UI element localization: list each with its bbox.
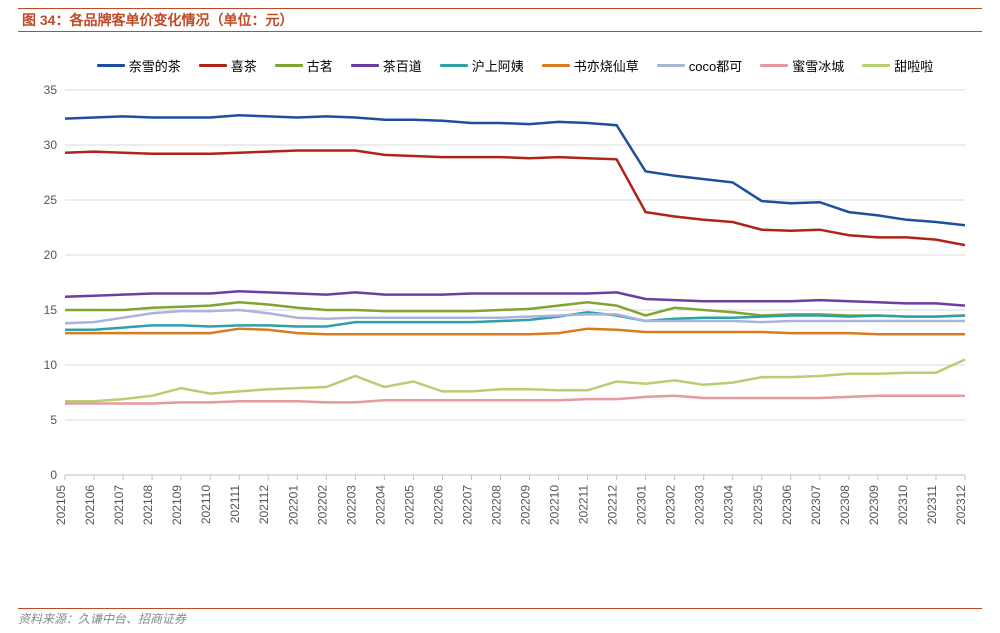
legend-item: 沪上阿姨 <box>440 56 524 75</box>
series-line <box>65 396 965 404</box>
svg-text:202107: 202107 <box>112 485 126 525</box>
legend-label: 沪上阿姨 <box>472 56 524 75</box>
source-text: 资料来源：久谦中台、招商证券 <box>18 610 186 627</box>
svg-text:202303: 202303 <box>693 485 707 525</box>
legend-item: 古茗 <box>275 56 333 75</box>
legend-swatch <box>542 64 570 67</box>
svg-text:202304: 202304 <box>722 485 736 525</box>
legend-item: coco都可 <box>657 56 742 75</box>
series-line <box>65 151 965 246</box>
legend-swatch <box>275 64 303 67</box>
svg-text:202202: 202202 <box>315 485 329 525</box>
svg-text:202201: 202201 <box>286 485 300 525</box>
legend-label: coco都可 <box>689 56 742 75</box>
series-line <box>65 329 965 335</box>
svg-text:202112: 202112 <box>257 485 271 524</box>
legend-swatch <box>440 64 468 67</box>
legend-swatch <box>862 64 890 67</box>
line-chart-svg: 0510152025303520210520210620210720210820… <box>55 85 975 545</box>
series-line <box>65 360 965 402</box>
svg-text:202204: 202204 <box>373 485 387 525</box>
legend: 奈雪的茶 喜茶 古茗 茶百道 沪上阿姨 书亦烧仙草 coco都可 蜜雪冰城 甜啦啦 <box>60 50 970 80</box>
legend-swatch <box>199 64 227 67</box>
svg-text:202308: 202308 <box>838 485 852 525</box>
series-line <box>65 302 965 316</box>
svg-text:202203: 202203 <box>344 485 358 525</box>
svg-text:202207: 202207 <box>460 485 474 525</box>
svg-text:202310: 202310 <box>896 485 910 525</box>
legend-label: 书亦烧仙草 <box>574 56 639 75</box>
svg-text:202206: 202206 <box>431 485 445 525</box>
svg-text:202110: 202110 <box>199 485 213 524</box>
legend-item: 甜啦啦 <box>862 56 933 75</box>
svg-text:202211: 202211 <box>577 485 591 524</box>
svg-text:202311: 202311 <box>925 485 939 524</box>
plot-area: 0510152025303520210520210620210720210820… <box>55 85 975 545</box>
svg-text:202302: 202302 <box>664 485 678 525</box>
legend-item: 书亦烧仙草 <box>542 56 639 75</box>
figure-container: 图 34：各品牌客单价变化情况（单位：元） 奈雪的茶 喜茶 古茗 茶百道 沪上阿姨 书亦烧… <box>0 0 1000 633</box>
legend-label: 奈雪的茶 <box>129 56 181 75</box>
svg-text:202301: 202301 <box>635 485 649 525</box>
svg-text:202210: 202210 <box>548 485 562 525</box>
legend-swatch <box>351 64 379 67</box>
legend-item: 奈雪的茶 <box>97 56 181 75</box>
svg-text:202111: 202111 <box>228 485 242 524</box>
svg-text:202306: 202306 <box>780 485 794 525</box>
svg-text:202307: 202307 <box>809 485 823 525</box>
svg-text:202106: 202106 <box>83 485 97 525</box>
legend-label: 甜啦啦 <box>894 56 933 75</box>
svg-text:202105: 202105 <box>54 485 68 525</box>
svg-text:202212: 202212 <box>606 485 620 525</box>
svg-text:25: 25 <box>44 193 58 207</box>
legend-label: 古茗 <box>307 56 333 75</box>
svg-text:0: 0 <box>50 468 57 482</box>
legend-item: 茶百道 <box>351 56 422 75</box>
bottom-rule <box>18 608 982 609</box>
svg-text:202205: 202205 <box>402 485 416 525</box>
svg-text:202312: 202312 <box>954 485 968 525</box>
legend-swatch <box>657 64 685 67</box>
svg-text:202108: 202108 <box>141 485 155 525</box>
svg-text:20: 20 <box>44 248 58 262</box>
legend-swatch <box>97 64 125 67</box>
svg-text:202305: 202305 <box>751 485 765 525</box>
series-line <box>65 115 965 225</box>
svg-text:202109: 202109 <box>170 485 184 525</box>
svg-text:10: 10 <box>44 358 58 372</box>
legend-swatch <box>760 64 788 67</box>
chart-title: 图 34：各品牌客单价变化情况（单位：元） <box>22 10 293 30</box>
svg-text:30: 30 <box>44 138 58 152</box>
title-bar: 图 34：各品牌客单价变化情况（单位：元） <box>18 8 982 32</box>
legend-label: 蜜雪冰城 <box>792 56 844 75</box>
legend-label: 喜茶 <box>231 56 257 75</box>
svg-text:202309: 202309 <box>867 485 881 525</box>
legend-label: 茶百道 <box>383 56 422 75</box>
svg-text:15: 15 <box>44 303 58 317</box>
svg-text:202209: 202209 <box>519 485 533 525</box>
legend-item: 蜜雪冰城 <box>760 56 844 75</box>
svg-text:35: 35 <box>44 83 58 97</box>
legend-item: 喜茶 <box>199 56 257 75</box>
svg-text:5: 5 <box>50 413 57 427</box>
series-line <box>65 291 965 305</box>
svg-text:202208: 202208 <box>489 485 503 525</box>
